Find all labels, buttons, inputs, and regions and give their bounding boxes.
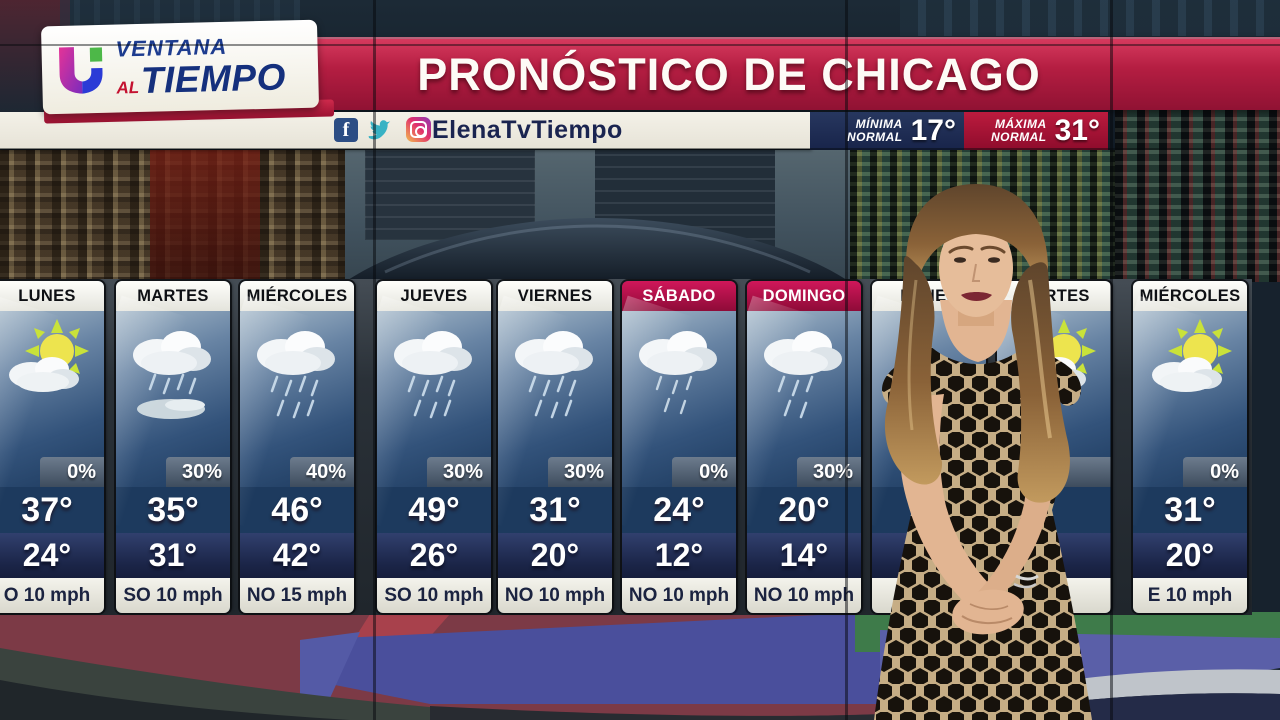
chicago-cityscape <box>0 105 1280 282</box>
maxima-normal-box: MÁXIMA NORMAL 31° <box>964 112 1108 150</box>
building-silhouette <box>365 150 535 240</box>
precip-chance: 30% <box>427 457 491 487</box>
cloud-gate-bean-sculpture <box>345 218 850 282</box>
facebook-icon: f <box>334 117 358 142</box>
logo-tiempo: TIEMPO <box>140 55 287 101</box>
wind-speed: O 10 mph <box>0 578 104 613</box>
forecast-card: MIÉRCOLES 0% 31° 20° E 10 mph <box>1133 281 1247 613</box>
high-temp: 35° <box>147 491 199 529</box>
low-temp: 20° <box>1133 533 1247 578</box>
videowall-seam <box>0 148 1280 150</box>
minima-normal-value: 17° <box>910 114 956 147</box>
forecast-card: MARTES 30% 35° 31° SO 10 mph <box>116 281 230 613</box>
univision-logo-icon <box>58 47 103 94</box>
precip-chance: 0% <box>672 457 736 487</box>
precip-chance: 40% <box>290 457 354 487</box>
low-temp: 42° <box>240 533 354 578</box>
maxima-normal-label: MÁXIMA NORMAL <box>990 116 1047 144</box>
high-temp: 37° <box>21 491 73 529</box>
social-bar: f ElenaTvTiempo <box>0 112 812 149</box>
videowall-seam <box>1110 0 1113 720</box>
precip-chance: 30% <box>797 457 861 487</box>
ventana-al-tiempo-logo: VENTANA AL TIEMPO <box>40 19 320 115</box>
wind-speed: E 10 mph <box>1133 578 1247 613</box>
instagram-icon <box>406 117 431 142</box>
precip-chance: 30% <box>166 457 230 487</box>
day-label: MIÉRCOLES <box>1133 281 1247 311</box>
high-temp: 46° <box>271 491 323 529</box>
maxima-normal-value: 31° <box>1054 114 1100 147</box>
low-temp: 26° <box>377 533 491 578</box>
precip-chance: 0% <box>40 457 104 487</box>
rain-icon: 0% <box>622 311 736 487</box>
high-temp: 24° <box>653 491 705 529</box>
forecast-card: SÁBADO 0% 24° 12° NO 10 mph <box>622 281 736 613</box>
forecast-card: LUNES 0% 37° 24° O 10 mph <box>0 281 104 613</box>
building-glow <box>900 0 1280 36</box>
low-temp: 12° <box>622 533 736 578</box>
high-temp: 20° <box>778 491 830 529</box>
low-temp: 14° <box>747 533 861 578</box>
high-temp: 49° <box>408 491 460 529</box>
rain-icon: 30% <box>377 311 491 487</box>
low-temp: 20° <box>498 533 612 578</box>
forecast-card: MIÉRCOLES 40% 46° 42° NO 15 mph <box>240 281 354 613</box>
minima-normal-box: MÍNIMA NORMAL 17° <box>810 112 964 150</box>
partly-sunny-icon: 0% <box>0 311 104 487</box>
buildings-left <box>0 150 345 282</box>
minima-normal-label: MÍNIMA NORMAL <box>846 116 903 144</box>
presenter-face <box>939 219 1013 317</box>
page-title: PRONÓSTICO DE CHICAGO <box>417 48 1041 100</box>
forecast-card: JUEVES 30% 49° 26° SO 10 mph <box>377 281 491 613</box>
rain-icon: 40% <box>240 311 354 487</box>
title-banner: PRONÓSTICO DE CHICAGO <box>298 37 1280 110</box>
forecast-card: VIERNES 30% 31° 20° NO 10 mph <box>498 281 612 613</box>
normal-temps-strip: MÍNIMA NORMAL 17° MÁXIMA NORMAL 31° <box>810 112 1108 150</box>
wind-speed: NO 10 mph <box>622 578 736 613</box>
weather-presenter <box>874 184 1092 720</box>
social-handle: ElenaTvTiempo <box>432 116 623 144</box>
hands <box>952 589 1024 635</box>
wind-speed: SO 10 mph <box>377 578 491 613</box>
lips <box>961 292 992 301</box>
rain-icon: 30% <box>498 311 612 487</box>
precip-chance: 30% <box>548 457 612 487</box>
precip-chance: 0% <box>1183 457 1247 487</box>
presenter-hair <box>906 184 1048 293</box>
videowall-seam <box>845 0 848 720</box>
wind-speed: SO 10 mph <box>116 578 230 613</box>
forecast-card: DOMINGO 30% 20° 14° NO 10 mph <box>747 281 861 613</box>
high-temp: 31° <box>1164 491 1216 529</box>
videowall-seam <box>0 44 1280 46</box>
rain-fog-icon: 30% <box>116 311 230 487</box>
high-temp: 31° <box>529 491 581 529</box>
wind-speed: NO 10 mph <box>498 578 612 613</box>
wind-speed: NO 10 mph <box>747 578 861 613</box>
rain-icon: 30% <box>747 311 861 487</box>
day-label: VIERNES <box>498 281 612 311</box>
partly-sunny-icon: 0% <box>1133 311 1247 487</box>
buildings-far-right <box>1115 105 1280 282</box>
low-temp: 31° <box>116 533 230 578</box>
logo-al: AL <box>116 77 140 98</box>
wind-speed: NO 15 mph <box>240 578 354 613</box>
videowall-seam <box>373 0 376 720</box>
low-temp: 24° <box>0 533 104 578</box>
